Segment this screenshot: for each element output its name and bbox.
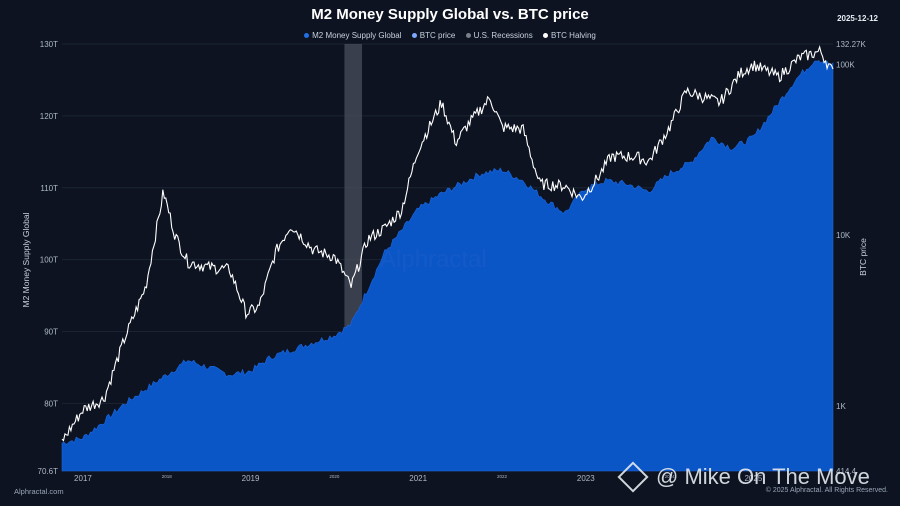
legend-btc-dot xyxy=(411,33,417,39)
right-tick-label: 10K xyxy=(836,231,851,240)
legend-recessions-dot xyxy=(465,33,471,39)
x-tick-label: 2020 xyxy=(329,474,340,479)
alphractal-watermark: Alphractal xyxy=(380,246,487,273)
left-tick-label: 80T xyxy=(44,399,58,408)
btc-line xyxy=(61,45,834,442)
legend-halving-dot xyxy=(542,33,548,39)
x-tick-label: 2023 xyxy=(577,474,595,483)
legend: M2 Money Supply Global BTC price U.S. Re… xyxy=(0,31,900,40)
chart-title: M2 Money Supply Global vs. BTC price xyxy=(311,6,589,23)
legend-item-m2[interactable]: M2 Money Supply Global xyxy=(304,31,402,40)
left-tick-label: 70.6T xyxy=(38,467,59,476)
x-tick-label: 2019 xyxy=(242,474,260,483)
legend-item-btc[interactable]: BTC price xyxy=(411,31,456,40)
legend-item-halving[interactable]: BTC Halving xyxy=(542,31,596,40)
chart-date: 2025-12-12 xyxy=(837,14,878,23)
m2-area-path xyxy=(61,60,834,472)
left-tick-label: 100T xyxy=(40,256,58,265)
right-tick-label: 414.4 xyxy=(836,467,857,476)
x-tick-label: 2025 xyxy=(744,474,762,483)
btc-line-path xyxy=(61,45,834,442)
m2-area xyxy=(61,60,834,472)
legend-halving-label: BTC Halving xyxy=(550,31,596,40)
left-tick-label: 120T xyxy=(40,112,58,121)
left-tick-label: 130T xyxy=(40,40,58,49)
footer-copyright: © 2025 Alphractal. All Rights Reserved. xyxy=(765,487,888,494)
legend-item-recessions[interactable]: U.S. Recessions xyxy=(465,31,533,40)
x-tick-label: 2024 xyxy=(665,474,676,479)
left-axis-label: M2 Money Supply Global xyxy=(21,212,31,308)
right-axis-label: BTC price xyxy=(858,238,868,276)
legend-m2-dot xyxy=(304,33,310,39)
binance-logo-icon xyxy=(617,461,649,493)
right-axis-ticks: 414.4 1K 10K 100K 132.27K xyxy=(836,40,866,476)
creator-watermark: @ Mike On The Move xyxy=(617,461,870,493)
legend-recessions-label: U.S. Recessions xyxy=(473,31,533,40)
x-tick-label: 2022 xyxy=(497,474,508,479)
left-axis-ticks: 70.6T 80T 90T 100T 110T 120T 130T xyxy=(38,40,59,476)
right-tick-label: 1K xyxy=(836,402,846,411)
legend-m2-label: M2 Money Supply Global xyxy=(312,31,402,40)
right-tick-label: 100K xyxy=(836,61,855,70)
x-tick-label: 2017 xyxy=(74,474,92,483)
legend-btc-label: BTC price xyxy=(419,31,456,40)
x-tick-label: 2021 xyxy=(409,474,427,483)
left-tick-label: 110T xyxy=(40,184,58,193)
x-tick-label: 2018 xyxy=(162,474,173,479)
right-tick-label: 132.27K xyxy=(836,40,866,49)
x-axis-ticks: 2017 2018 2019 2020 2021 2022 2023 2024 2025 xyxy=(74,474,763,483)
left-tick-label: 90T xyxy=(44,328,58,337)
creator-watermark-text: @ Mike On The Move xyxy=(656,464,870,489)
footer-source[interactable]: Alphractal.com xyxy=(14,487,64,496)
